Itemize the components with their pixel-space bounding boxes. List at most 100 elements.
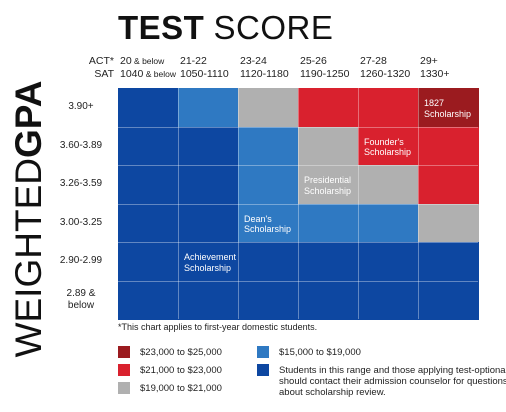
sat-header-value: 1190-1250 bbox=[300, 68, 350, 80]
act-header-0: 20 & below bbox=[120, 55, 164, 67]
grid-cell bbox=[298, 280, 359, 320]
sat-header-3: 1190-1250 bbox=[300, 68, 349, 80]
grid-cell bbox=[358, 242, 419, 281]
grid-cell bbox=[358, 203, 419, 243]
grid-line-vertical bbox=[418, 88, 419, 319]
grid-cell bbox=[358, 126, 419, 166]
grid-line-vertical bbox=[358, 88, 359, 319]
sat-row-label: SAT bbox=[94, 68, 114, 80]
legend-label-1: $21,000 to $23,000 bbox=[140, 365, 222, 376]
scholarship-label-line: Presidential bbox=[304, 175, 352, 185]
legend-label-line: $15,000 to $19,000 bbox=[279, 347, 361, 358]
act-header-value: 20 bbox=[120, 55, 132, 67]
scholarship-label-line: Scholarship bbox=[304, 185, 352, 196]
act-row-label: ACT* bbox=[88, 55, 114, 67]
grid-cell bbox=[358, 165, 419, 204]
grid-cell bbox=[118, 165, 179, 204]
legend-label-line: should contact their admission counselor… bbox=[279, 376, 506, 387]
grid-line-horizontal bbox=[118, 280, 478, 282]
grid-cell bbox=[118, 126, 179, 166]
sat-header-1: 1050-1110 bbox=[180, 68, 229, 80]
sat-header-suffix: & below bbox=[143, 69, 176, 79]
grid-cell bbox=[298, 242, 359, 281]
act-header-value: 21-22 bbox=[180, 55, 207, 67]
grid-line-horizontal bbox=[118, 126, 478, 128]
grid-cell bbox=[238, 126, 299, 166]
grid-cell bbox=[178, 242, 239, 281]
act-header-2: 23-24 bbox=[240, 55, 267, 67]
legend-label-line: Students in this range and those applyin… bbox=[279, 365, 506, 376]
row-label-line: 2.90-2.99 bbox=[59, 255, 103, 267]
row-label-0: 3.90+ bbox=[55, 101, 107, 113]
sat-header-value: 1050-1110 bbox=[180, 68, 229, 80]
scholarship-label-line: Achievement bbox=[184, 252, 237, 262]
grid-cell bbox=[418, 280, 479, 320]
grid-line-vertical bbox=[178, 88, 179, 319]
row-label-line: 3.60-3.89 bbox=[59, 139, 103, 151]
grid-cell bbox=[298, 88, 359, 127]
act-header-value: 23-24 bbox=[240, 55, 267, 67]
chart-title-bold: TEST bbox=[118, 9, 205, 46]
act-header-5: 29+ bbox=[420, 55, 438, 67]
scholarship-label-line: Scholarship bbox=[424, 108, 472, 119]
grid-cell bbox=[238, 88, 299, 127]
legend-swatch-2 bbox=[118, 382, 130, 394]
grid-cell bbox=[298, 126, 359, 166]
row-label-line: 3.90+ bbox=[68, 101, 94, 113]
scholarship-label-line: Founder's bbox=[364, 136, 404, 147]
sat-header-2: 1120-1180 bbox=[240, 68, 289, 80]
act-header-value: 25-26 bbox=[300, 55, 327, 67]
row-label-5: 2.89 & below bbox=[55, 288, 107, 312]
y-axis-title-bold: GPA bbox=[8, 80, 49, 159]
grid-cell bbox=[178, 126, 239, 166]
row-label-4: 2.90-2.99 bbox=[55, 255, 107, 267]
legend-label-line: $19,000 to $21,000 bbox=[140, 383, 222, 394]
row-label-line: 3.26-3.59 bbox=[59, 178, 103, 190]
grid-cell bbox=[118, 88, 179, 127]
sat-header-4: 1260-1320 bbox=[360, 68, 410, 80]
grid-cell bbox=[238, 280, 299, 320]
grid-cell bbox=[418, 88, 479, 127]
scholarship-label-0: 1827 Scholarship bbox=[424, 98, 471, 119]
y-axis-title: WEIGHTEDGPA bbox=[4, 81, 54, 358]
grid-cell bbox=[358, 280, 419, 320]
sat-header-value: 1330+ bbox=[420, 68, 450, 80]
scholarship-label-line: Scholarship bbox=[184, 262, 232, 273]
legend-label-0: $23,000 to $25,000 bbox=[140, 347, 222, 358]
row-label-line: 3.00-3.25 bbox=[59, 216, 103, 228]
grid-cell bbox=[118, 280, 179, 320]
row-label-line: 2.89 & bbox=[66, 287, 96, 299]
scholarship-label-line: Scholarship bbox=[244, 224, 292, 234]
grid-cell bbox=[298, 165, 359, 204]
scholarship-label-3: Dean's Scholarship bbox=[244, 214, 291, 235]
row-label-2: 3.26-3.59 bbox=[55, 178, 107, 190]
grid-line-horizontal bbox=[118, 165, 478, 166]
grid-cell bbox=[418, 126, 479, 166]
scholarship-label-line: 1827 bbox=[424, 98, 445, 108]
legend-label-4: Students in this range and those applyin… bbox=[279, 365, 506, 398]
row-label-3: 3.00-3.25 bbox=[55, 217, 107, 229]
legend-swatch-4 bbox=[257, 364, 269, 376]
legend-swatch-0 bbox=[118, 346, 130, 358]
grid-cell bbox=[238, 203, 299, 243]
grid-cell bbox=[418, 242, 479, 281]
grid-cell bbox=[418, 203, 479, 243]
y-axis-title-light: WEIGHTED bbox=[8, 158, 49, 358]
scholarship-label-line: Dean's bbox=[244, 213, 272, 224]
legend-swatch-1 bbox=[118, 364, 130, 376]
scholarship-label-1: Founder's Scholarship bbox=[364, 137, 411, 158]
grid-cell bbox=[178, 88, 239, 127]
grid-line-horizontal bbox=[118, 242, 478, 243]
grid-line-vertical bbox=[238, 88, 239, 319]
legend-label-2: $19,000 to $21,000 bbox=[140, 383, 222, 394]
act-header-3: 25-26 bbox=[300, 55, 327, 67]
act-header-suffix: & below bbox=[131, 56, 165, 66]
legend-swatch-3 bbox=[257, 346, 269, 358]
legend-label-3: $15,000 to $19,000 bbox=[279, 347, 361, 358]
grid-cell bbox=[118, 242, 179, 281]
chart-title-rest: SCORE bbox=[213, 9, 334, 46]
chart-title: TEST SCORE bbox=[118, 8, 333, 48]
grid-line-horizontal bbox=[118, 203, 478, 205]
act-header-4: 27-28 bbox=[360, 55, 387, 67]
act-header-value: 29+ bbox=[420, 55, 438, 67]
